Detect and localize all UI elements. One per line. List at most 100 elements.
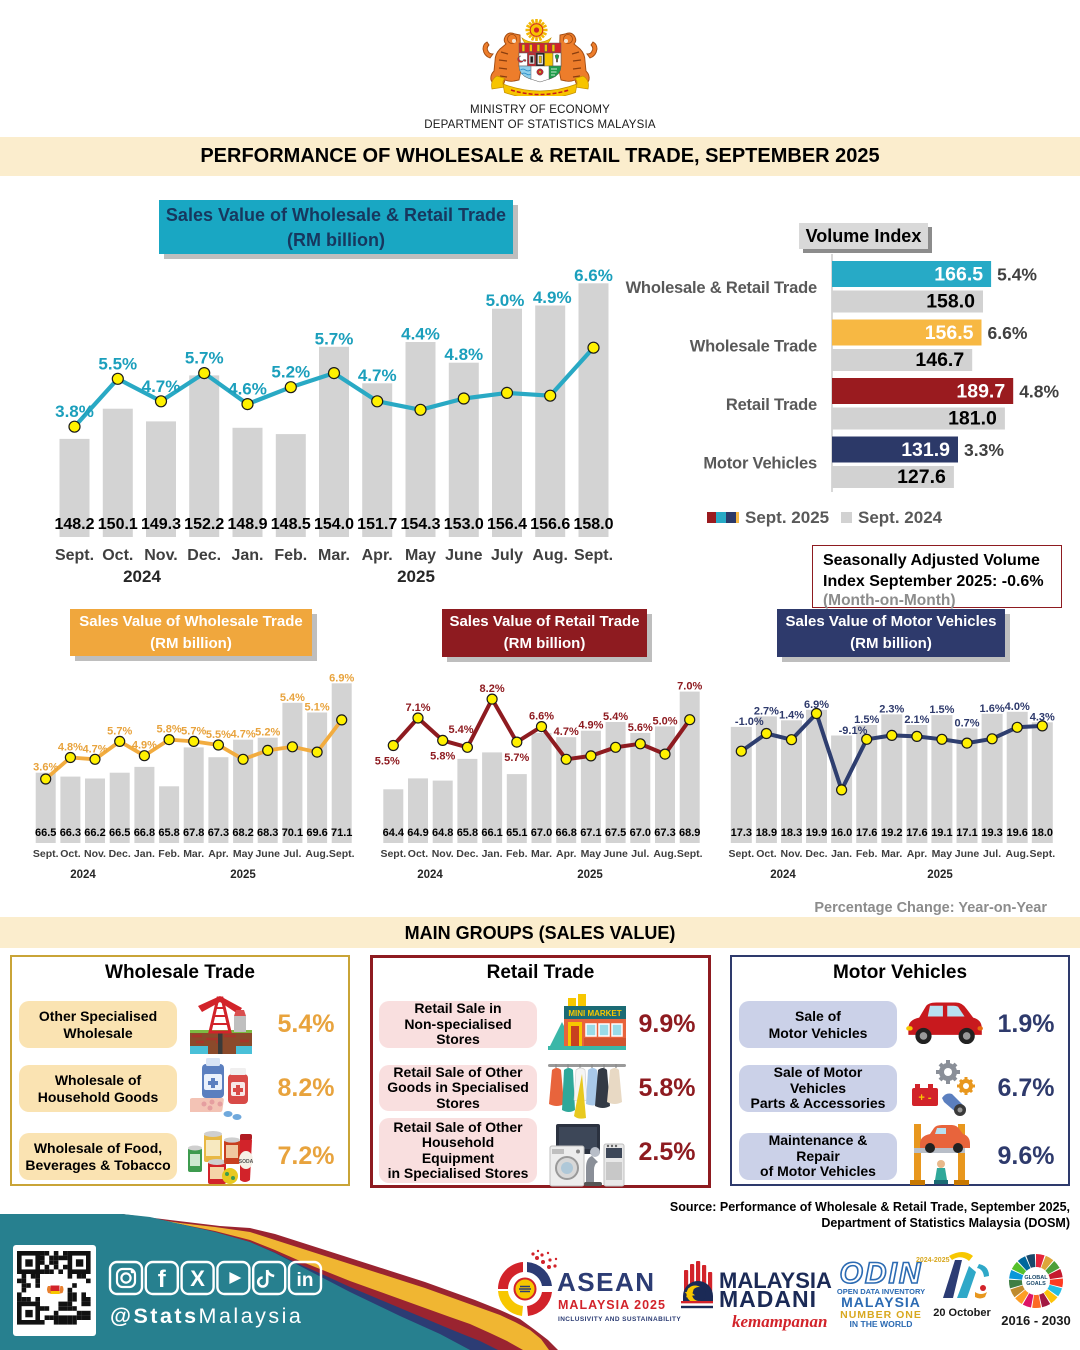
svg-text:ODIN: ODIN [840,1257,923,1290]
svg-text:Dec.: Dec. [456,848,478,860]
svg-text:127.6: 127.6 [897,466,946,488]
svg-text:INCLUSIVITY AND SUSTAINABILITY: INCLUSIVITY AND SUSTAINABILITY [558,1316,681,1323]
svg-text:Sept.: Sept. [1029,848,1055,860]
svg-text:kemampanan: kemampanan [732,1312,827,1331]
svg-text:153.0: 153.0 [444,516,484,533]
svg-text:70.1: 70.1 [282,827,303,839]
svg-text:1.5%: 1.5% [929,704,954,716]
svg-text:17.3: 17.3 [731,827,752,839]
svg-text:-9.1%: -9.1% [839,725,868,737]
svg-text:20 October: 20 October [933,1307,991,1319]
svg-text:19.9: 19.9 [806,827,827,839]
svg-text:7.1%: 7.1% [405,702,430,714]
svg-text:156.6: 156.6 [530,516,570,533]
svg-text:5.5%: 5.5% [375,756,400,768]
svg-text:151.7: 151.7 [357,516,397,533]
svg-text:67.3: 67.3 [654,827,675,839]
svg-text:May: May [233,848,254,860]
svg-text:Retail Trade: Retail Trade [726,396,817,414]
svg-text:Mar.: Mar. [531,848,552,860]
svg-text:Oct.: Oct. [408,848,429,860]
svg-text:4.8%: 4.8% [58,742,83,754]
svg-text:Sept.: Sept. [380,848,406,860]
svg-text:66.5: 66.5 [35,827,56,839]
svg-text:OPEN DATA INVENTORY: OPEN DATA INVENTORY [837,1287,925,1296]
svg-text:1.5%: 1.5% [854,714,879,726]
svg-text:4.7%: 4.7% [82,743,107,755]
svg-text:158.0: 158.0 [573,516,613,533]
svg-text:5.4%: 5.4% [997,265,1037,285]
svg-text:19.3: 19.3 [981,827,1002,839]
svg-text:MALAYSIA 2025: MALAYSIA 2025 [558,1298,666,1312]
svg-text:181.0: 181.0 [948,408,997,430]
svg-text:4.7%: 4.7% [231,729,256,741]
svg-text:Wholesale Trade: Wholesale Trade [690,338,817,356]
svg-text:Nov.: Nov. [781,848,803,860]
svg-text:66.8: 66.8 [555,827,576,839]
svg-text:67.8: 67.8 [183,827,204,839]
svg-text:67.5: 67.5 [605,827,626,839]
svg-text:4.0%: 4.0% [1005,701,1030,713]
svg-text:Percentage Change: Year-on-Yea: Percentage Change: Year-on-Year [814,900,1047,916]
svg-text:2024: 2024 [770,869,796,881]
svg-text:149.3: 149.3 [141,516,181,533]
svg-text:Aug.: Aug. [653,848,676,860]
svg-text:2024: 2024 [70,869,96,881]
svg-text:158.0: 158.0 [926,291,975,313]
svg-text:4.9%: 4.9% [132,740,157,752]
svg-text:Jan.: Jan. [231,547,263,564]
svg-text:Jan.: Jan. [831,848,852,860]
svg-text:19.2: 19.2 [881,827,902,839]
svg-text:5.7%: 5.7% [107,725,132,737]
svg-text:17.6: 17.6 [906,827,927,839]
svg-text:4.6%: 4.6% [228,380,267,399]
svg-text:4.8%: 4.8% [444,345,483,364]
svg-text:5.6%: 5.6% [628,722,653,734]
svg-text:Mar.: Mar. [318,547,350,564]
svg-text:in: in [297,1270,314,1291]
svg-text:67.3: 67.3 [208,827,229,839]
svg-text:3.6%: 3.6% [33,762,58,774]
svg-text:166.5: 166.5 [934,264,983,286]
svg-text:66.3: 66.3 [60,827,81,839]
svg-text:67.1: 67.1 [580,827,601,839]
svg-text:2.3%: 2.3% [879,703,904,715]
svg-text:Jul.: Jul. [283,848,301,860]
svg-text:4.8%: 4.8% [1019,382,1059,402]
svg-text:Feb.: Feb. [506,848,528,860]
svg-text:5.4%: 5.4% [448,724,473,736]
svg-text:65.8: 65.8 [457,827,478,839]
svg-text:2025: 2025 [927,869,953,881]
svg-text:66.1: 66.1 [481,827,502,839]
svg-text:Feb.: Feb. [274,547,307,564]
svg-text:Jan.: Jan. [482,848,503,860]
svg-text:152.2: 152.2 [184,516,224,533]
svg-text:148.9: 148.9 [227,516,267,533]
svg-text:17.6: 17.6 [856,827,877,839]
svg-text:Dec.: Dec. [187,547,221,564]
svg-text:148.5: 148.5 [271,516,311,533]
svg-text:June: June [445,547,482,564]
svg-text:5.0%: 5.0% [652,715,677,727]
svg-text:Oct.: Oct. [60,848,81,860]
svg-text:4.9%: 4.9% [578,720,603,732]
svg-text:5.7%: 5.7% [185,349,224,368]
svg-text:8.2%: 8.2% [480,683,505,695]
svg-text:150.1: 150.1 [98,516,138,533]
svg-text:Motor Vehicles: Motor Vehicles [703,455,817,473]
svg-text:July: July [491,547,523,564]
svg-text:5.7%: 5.7% [315,329,354,348]
svg-text:Mar.: Mar. [183,848,204,860]
svg-text:2016 - 2030: 2016 - 2030 [1001,1313,1070,1328]
svg-text:19.1: 19.1 [931,827,952,839]
svg-text:IN THE WORLD: IN THE WORLD [849,1319,912,1329]
svg-text:4.7%: 4.7% [142,377,181,396]
svg-text:Dec.: Dec. [109,848,131,860]
svg-text:71.1: 71.1 [331,827,352,839]
svg-text:GLOBAL: GLOBAL [1024,1275,1048,1281]
svg-text:64.8: 64.8 [432,827,453,839]
svg-text:Feb.: Feb. [158,848,180,860]
svg-text:Sept.: Sept. [329,848,355,860]
svg-text:65.1: 65.1 [506,827,527,839]
svg-text:156.5: 156.5 [925,322,974,344]
